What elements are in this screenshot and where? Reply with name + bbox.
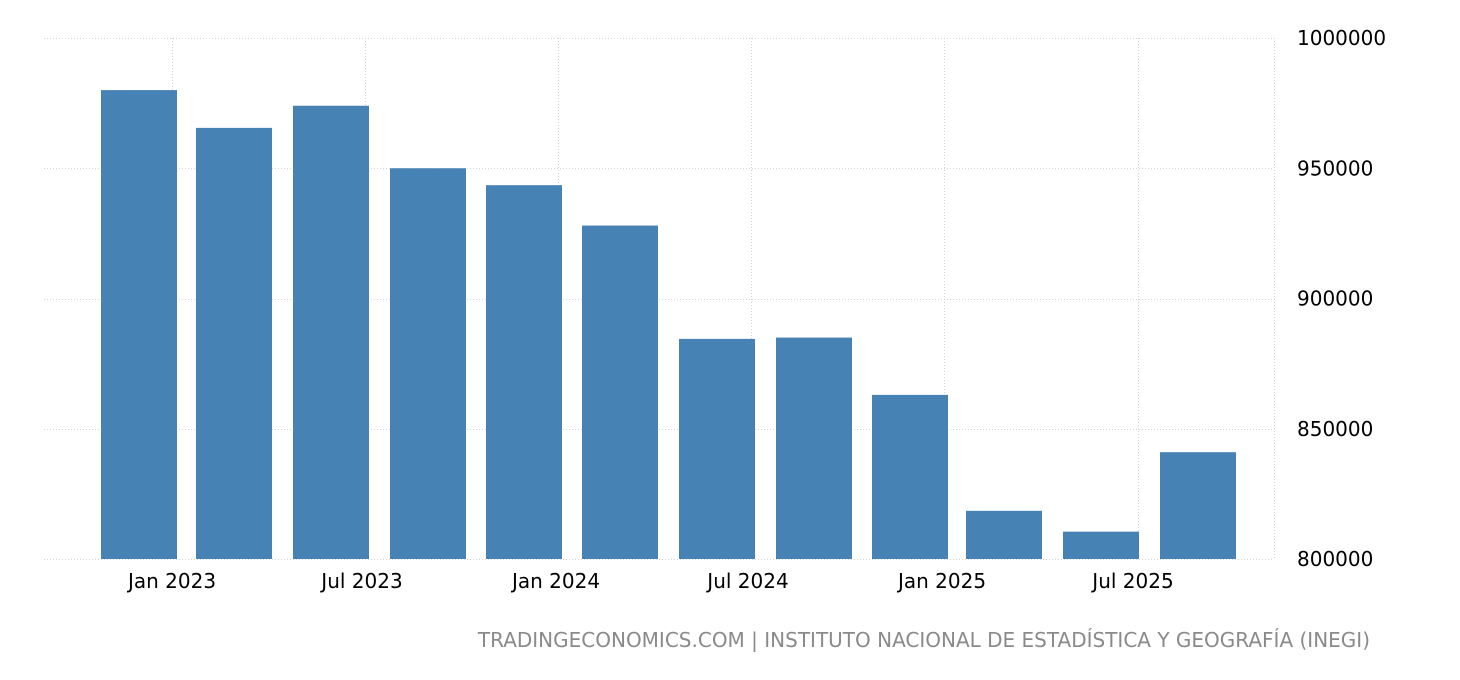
y-tick-label: 900000	[1297, 287, 1373, 311]
bar	[582, 225, 658, 559]
bar	[776, 337, 852, 559]
x-tick-label: Jan 2025	[896, 569, 986, 593]
y-axis: 800000 850000 900000 950000 1000000	[1297, 26, 1386, 571]
bars	[101, 90, 1236, 559]
bar	[1063, 531, 1139, 559]
bar-chart: 800000 850000 900000 950000 1000000 Jan …	[44, 26, 1386, 593]
bar	[1160, 452, 1236, 559]
y-tick-label: 800000	[1297, 547, 1373, 571]
bar	[966, 510, 1042, 559]
bar	[196, 127, 272, 559]
bar	[390, 168, 466, 559]
source-credit: TRADINGECONOMICS.COM | INSTITUTO NACIONA…	[477, 628, 1370, 652]
x-tick-label: Jan 2024	[510, 569, 600, 593]
x-tick-label: Jan 2023	[126, 569, 216, 593]
x-tick-label: Jul 2023	[319, 569, 402, 593]
bar	[486, 185, 562, 559]
x-tick-label: Jul 2025	[1090, 569, 1173, 593]
bar	[293, 105, 369, 559]
bar	[679, 338, 755, 559]
x-axis: Jan 2023 Jul 2023 Jan 2024 Jul 2024 Jan …	[126, 569, 1174, 593]
bar	[872, 394, 948, 559]
y-tick-label: 950000	[1297, 156, 1373, 180]
x-tick-label: Jul 2024	[705, 569, 788, 593]
bar	[101, 90, 177, 559]
y-tick-label: 1000000	[1297, 26, 1386, 50]
y-tick-label: 850000	[1297, 417, 1373, 441]
